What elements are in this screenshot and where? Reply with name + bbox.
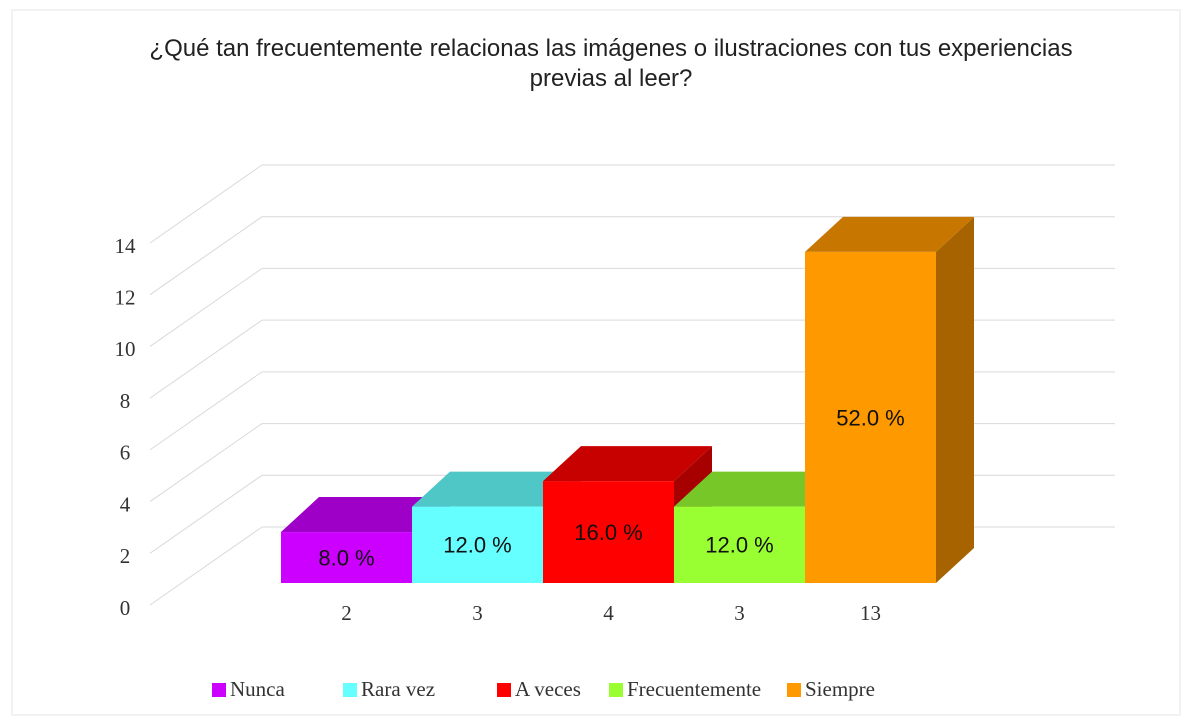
data-label: 12.0 %: [705, 533, 774, 558]
x-tick-label: 4: [603, 601, 614, 625]
grid-line: [149, 423, 263, 502]
x-tick-label: 13: [860, 601, 881, 625]
chart-border: [11, 9, 1181, 716]
bar: [543, 481, 674, 583]
y-tick-label: 0: [120, 596, 131, 620]
grid-line: [149, 474, 263, 554]
legend-label: Frecuentemente: [627, 677, 761, 701]
x-tick-label: 2: [341, 601, 352, 625]
grid-line: [149, 526, 263, 606]
x-tick-label: 3: [734, 601, 745, 625]
grid-line: [149, 371, 263, 451]
legend-swatch: [497, 683, 511, 697]
x-tick-label: 3: [472, 601, 483, 625]
bar-top: [674, 471, 843, 507]
legend-swatch: [787, 683, 801, 697]
grid-line: [149, 268, 263, 347]
bar-top: [281, 497, 450, 533]
y-tick-label: 2: [120, 544, 131, 568]
bar: [674, 506, 805, 583]
data-label: 8.0 %: [318, 545, 374, 570]
legend-label: Rara vez: [361, 677, 435, 701]
bar: [412, 506, 543, 583]
bar: [281, 532, 412, 583]
y-tick-label: 4: [120, 492, 131, 516]
grid-line: [149, 164, 263, 244]
y-tick-label: 12: [115, 286, 136, 310]
chart-title: ¿Qué tan frecuentemente relacionas las i…: [149, 35, 1073, 92]
bar: [805, 251, 936, 583]
bar-side: [936, 216, 974, 583]
data-label: 52.0 %: [836, 405, 905, 430]
y-tick-label: 8: [120, 389, 131, 413]
y-tick-label: 6: [120, 441, 131, 465]
legend-swatch: [212, 683, 226, 697]
grid-line: [149, 216, 263, 296]
y-tick-label: 10: [115, 337, 136, 361]
legend-label: Siempre: [805, 677, 875, 701]
legend-swatch: [343, 683, 357, 697]
grid-line: [149, 319, 263, 399]
legend-swatch: [609, 683, 623, 697]
legend-label: A veces: [515, 677, 581, 701]
y-tick-label: 14: [115, 234, 137, 258]
bar-top: [543, 446, 712, 482]
data-label: 16.0 %: [574, 520, 643, 545]
bar-top: [805, 216, 974, 252]
legend-label: Nunca: [230, 677, 285, 701]
data-label: 12.0 %: [443, 533, 512, 558]
bar-top: [412, 471, 581, 507]
